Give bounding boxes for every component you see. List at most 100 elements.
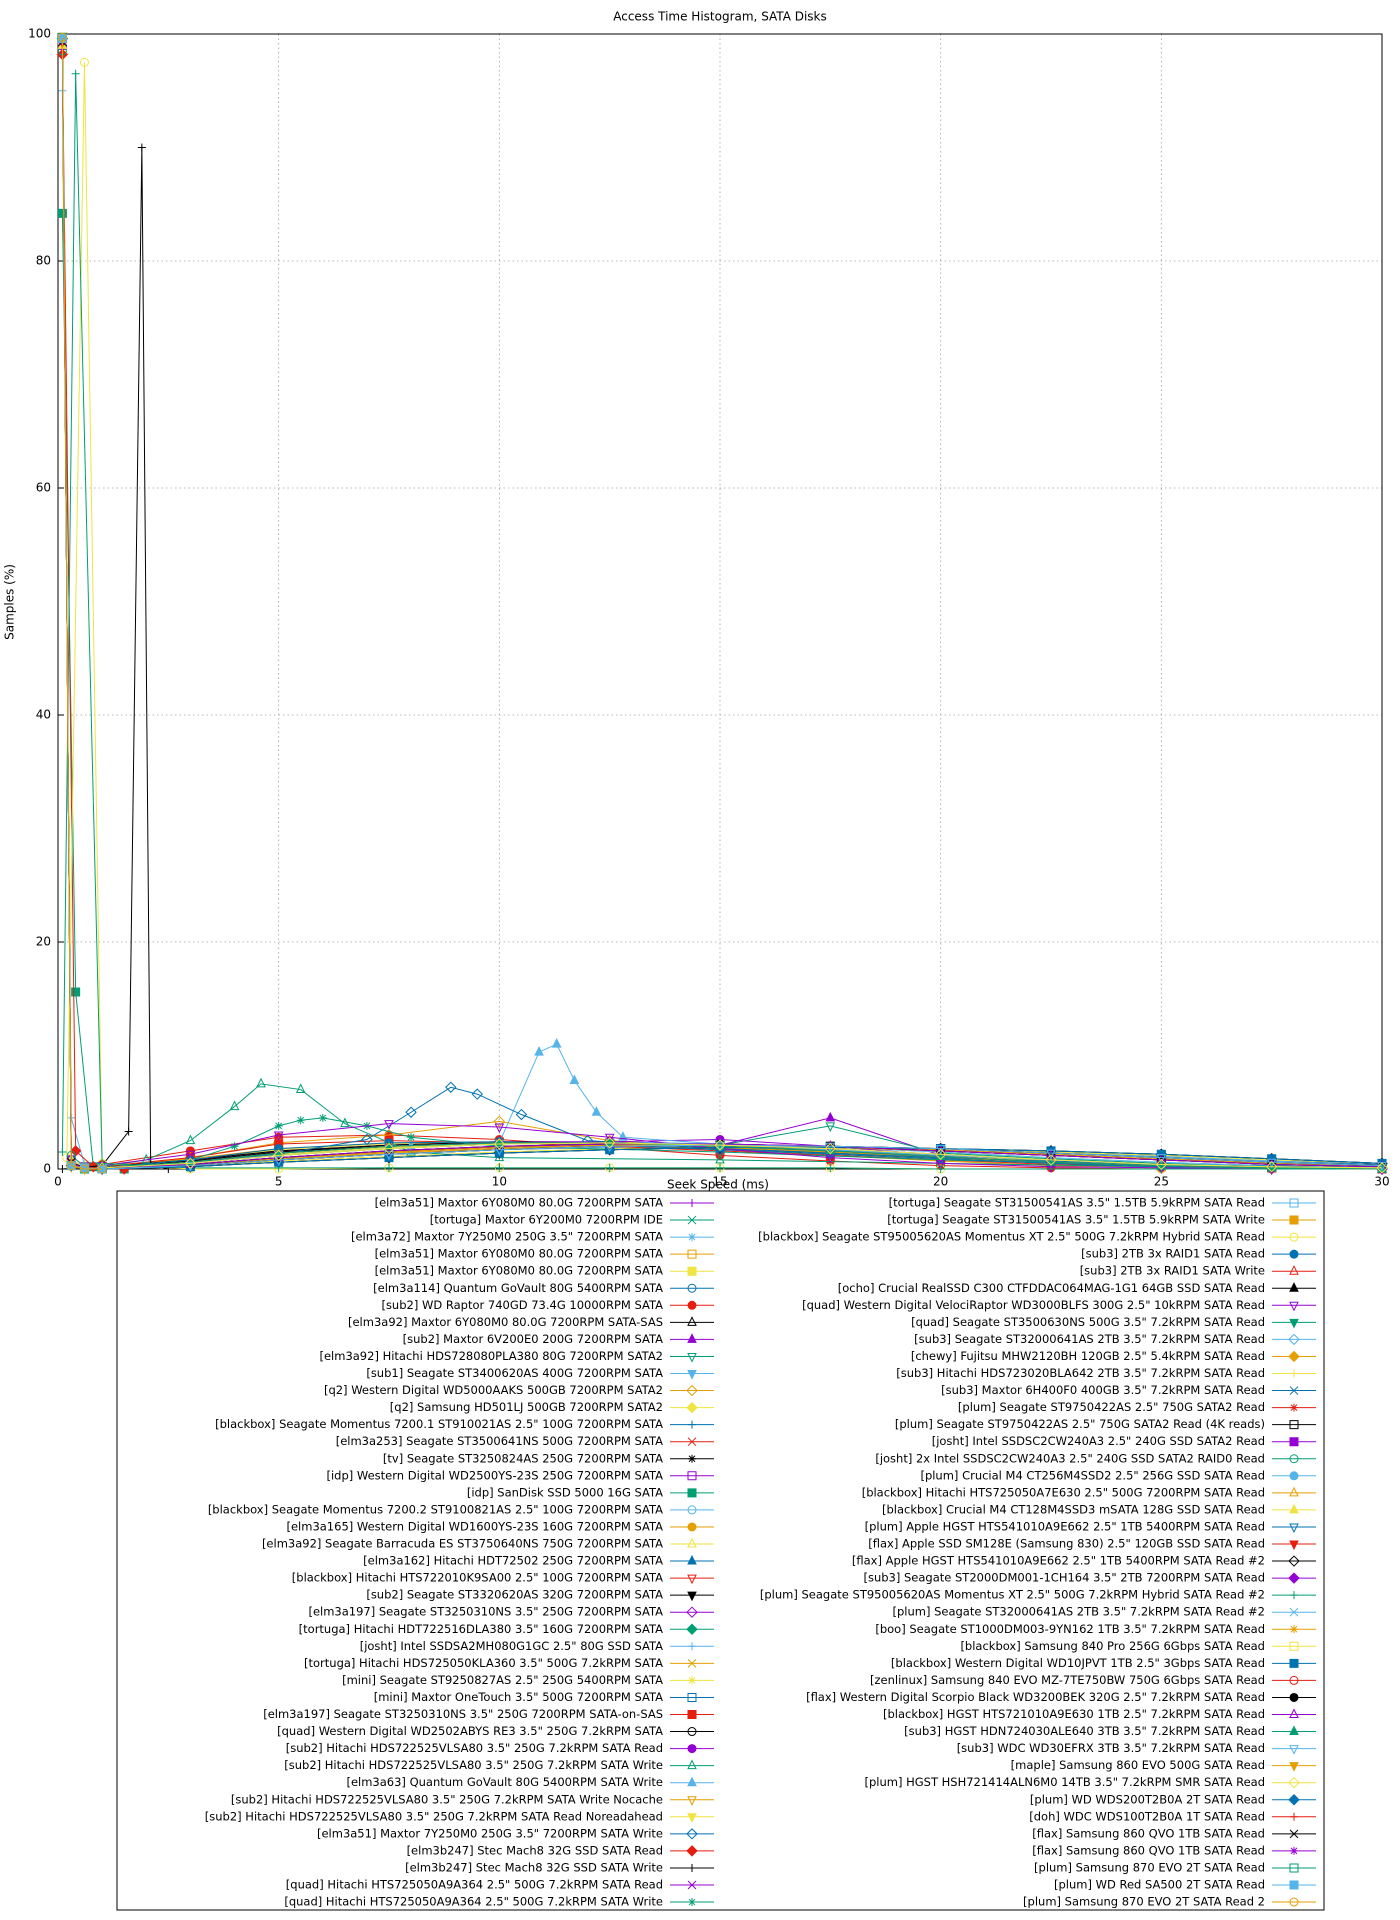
legend-label: [elm3a51] Maxtor 7Y250M0 250G 3.5" 7200R… xyxy=(317,1826,663,1840)
point xyxy=(494,1146,505,1156)
legend-marker xyxy=(687,1554,697,1565)
legend-marker xyxy=(687,1333,697,1343)
legend-marker xyxy=(687,1283,697,1293)
legend-item: [josht] 2x Intel SSDSC2CW240A3 2.5" 240G… xyxy=(875,1451,1316,1465)
legend-marker xyxy=(687,1744,697,1754)
point xyxy=(405,1106,417,1118)
legend-marker xyxy=(1289,1692,1299,1702)
legend-item: [quad] Hitachi HTS725050A9A364 2.5" 500G… xyxy=(286,1878,714,1892)
x-tick-label: 25 xyxy=(1154,1175,1169,1189)
legend-item: [tortuga] Hitachi HDT722516DLA380 3.5" 1… xyxy=(299,1622,714,1636)
legend-marker xyxy=(1289,1829,1299,1839)
legend-label: [flax] Apple HGST HTS541010A9E662 2.5" 1… xyxy=(852,1554,1265,1568)
legend-item: [elm3a51] Maxtor 7Y250M0 250G 3.5" 7200R… xyxy=(317,1826,714,1840)
point xyxy=(256,1077,266,1088)
legend-label: [blackbox] Samsung 840 Pro 256G 6Gbps SA… xyxy=(960,1639,1265,1653)
series xyxy=(58,86,107,1173)
legend-label: [quad] Seagate ST3500630NS 500G 3.5" 7.2… xyxy=(911,1315,1265,1329)
legend-marker xyxy=(1288,1333,1300,1346)
legend-item: [elm3a253] Seagate ST3500641NS 500G 7200… xyxy=(336,1434,714,1448)
legend-marker xyxy=(687,1471,697,1481)
point xyxy=(569,1074,580,1084)
legend-item: [quad] Hitachi HTS725050A9A364 2.5" 500G… xyxy=(284,1895,714,1909)
legend-label: [elm3a72] Maxtor 7Y250M0 250G 3.5" 7200R… xyxy=(351,1230,663,1244)
legend-marker xyxy=(1289,1420,1299,1430)
legend-label: [flax] Samsung 860 QVO 1TB SATA Read xyxy=(1032,1843,1265,1857)
point xyxy=(184,1157,197,1170)
point xyxy=(715,1153,725,1164)
legend-item: [elm3b247] Stec Mach8 32G SSD SATA Write xyxy=(405,1860,714,1874)
y-tick-label: 20 xyxy=(36,935,51,949)
legend-item: [plum] Seagate ST9750422AS 2.5" 750G SAT… xyxy=(958,1400,1316,1414)
legend-item: [quad] Seagate ST3500630NS 500G 3.5" 7.2… xyxy=(911,1315,1316,1329)
legend-label: [plum] Seagate ST95005620AS Momentus XT … xyxy=(760,1588,1265,1602)
legend-label: [mini] Maxtor OneTouch 3.5" 500G 7200RPM… xyxy=(374,1690,663,1704)
point xyxy=(824,1142,837,1155)
legend-label: [sub2] Seagate ST3320620AS 320G 7200RPM … xyxy=(366,1588,663,1602)
point xyxy=(716,1163,724,1172)
legend-item: [mini] Maxtor OneTouch 3.5" 500G 7200RPM… xyxy=(374,1690,714,1704)
legend-label: [sub2] Hitachi HDS722525VLSA80 3.5" 250G… xyxy=(286,1741,663,1755)
point xyxy=(826,1163,835,1172)
legend-item: [elm3a197] Seagate ST3250310NS 3.5" 250G… xyxy=(263,1707,714,1721)
legend-marker xyxy=(1289,1503,1299,1514)
x-axis-label: Seek Speed (ms) xyxy=(667,1178,769,1192)
legend-item: [elm3a165] Western Digital WD1600YS-23S … xyxy=(286,1519,714,1533)
legend-marker xyxy=(686,1623,698,1635)
legend-item: [plum] Samsung 870 EVO 2T SATA Read 2 xyxy=(1023,1895,1316,1909)
legend-marker xyxy=(686,1828,698,1840)
legend-marker xyxy=(1289,1897,1299,1907)
legend-marker xyxy=(688,1898,696,1907)
point xyxy=(1376,1162,1388,1174)
legend-label: [tortuga] Seagate ST31500541AS 3.5" 1.5T… xyxy=(887,1213,1265,1227)
legend-item: [flax] Apple HGST HTS541010A9E662 2.5" 1… xyxy=(852,1554,1316,1568)
legend-label: [blackbox] HGST HTS721010A9E630 1TB 2.5"… xyxy=(883,1707,1265,1721)
legend-marker xyxy=(687,1249,697,1259)
point xyxy=(71,987,81,997)
legend-item: [blackbox] Hitachi HTS722010K9SA00 2.5" … xyxy=(292,1571,714,1585)
point xyxy=(58,1165,67,1173)
legend-item: [blackbox] Western Digital WD10JPVT 1TB … xyxy=(891,1656,1316,1670)
legend-label: [sub2] WD Raptor 740GD 73.4G 10000RPM SA… xyxy=(381,1298,663,1312)
legend-label: [elm3a197] Seagate ST3250310NS 3.5" 250G… xyxy=(263,1707,663,1721)
point xyxy=(534,1045,544,1056)
legend-marker xyxy=(1289,1762,1299,1772)
legend-marker xyxy=(1289,1301,1299,1312)
legend-item: [sub1] Seagate ST3400620AS 400G 7200RPM … xyxy=(366,1366,714,1380)
legend-item: [sub2] Hitachi HDS722525VLSA80 3.5" 250G… xyxy=(286,1741,714,1755)
legend-item: [plum] WD Red SA500 2T SATA Read xyxy=(1054,1878,1316,1892)
y-tick-label: 0 xyxy=(43,1162,51,1176)
legend-item: [tortuga] Hitachi HDS725050KLA360 3.5" 5… xyxy=(304,1656,714,1670)
legend-item: [doh] WDC WDS100T2B0A 1T SATA Read xyxy=(1029,1809,1316,1823)
series xyxy=(62,57,1387,1174)
legend-item: [q2] Western Digital WD5000AAKS 500GB 72… xyxy=(324,1383,714,1397)
point xyxy=(272,1149,285,1162)
legend-label: [sub2] Maxtor 6V200E0 200G 7200RPM SATA xyxy=(403,1332,664,1346)
point xyxy=(384,1150,394,1161)
point xyxy=(493,1138,506,1150)
x-tick-label: 10 xyxy=(492,1175,507,1189)
legend-marker xyxy=(1288,1350,1300,1363)
legend-label: [zenlinux] Samsung 840 EVO MZ-7TE750BW 7… xyxy=(870,1673,1265,1687)
legend-item: [blackbox] Seagate ST95005620AS Momentus… xyxy=(758,1230,1316,1244)
point xyxy=(124,1127,133,1136)
legend-label: [q2] Samsung HD501LJ 500GB 7200RPM SATA2 xyxy=(390,1400,663,1414)
legend-item: [blackbox] Seagate Momentus 7200.1 ST910… xyxy=(215,1417,714,1431)
point xyxy=(936,1165,945,1173)
legend-marker xyxy=(687,1488,697,1498)
point xyxy=(273,1131,284,1142)
legend-label: [sub2] Hitachi HDS722525VLSA80 3.5" 250G… xyxy=(231,1792,663,1806)
legend-label: [elm3a51] Maxtor 6Y080M0 80.0G 7200RPM S… xyxy=(375,1196,664,1210)
legend-label: [elm3a165] Western Digital WD1600YS-23S … xyxy=(286,1519,663,1533)
series-line xyxy=(66,62,1382,1170)
point xyxy=(185,1150,196,1161)
legend-label: [mini] Seagate ST9250827AS 2.5" 250G 540… xyxy=(342,1673,663,1687)
legend-label: [elm3a92] Maxtor 6Y080M0 80.0G 7200RPM S… xyxy=(348,1315,663,1329)
legend-item: [sub3] WDC WD30EFRX 3TB 3.5" 7.2kRPM SAT… xyxy=(957,1741,1316,1755)
y-tick-label: 60 xyxy=(36,481,51,495)
legend-label: [plum] Seagate ST9750422AS 2.5" 750G SAT… xyxy=(895,1417,1265,1431)
point xyxy=(551,1038,562,1048)
legend-item: [elm3a51] Maxtor 6Y080M0 80.0G 7200RPM S… xyxy=(375,1264,714,1278)
legend-item: [maple] Samsung 860 EVO 500G SATA Read xyxy=(1011,1758,1316,1772)
legend-label: [elm3a51] Maxtor 6Y080M0 80.0G 7200RPM S… xyxy=(375,1247,664,1261)
